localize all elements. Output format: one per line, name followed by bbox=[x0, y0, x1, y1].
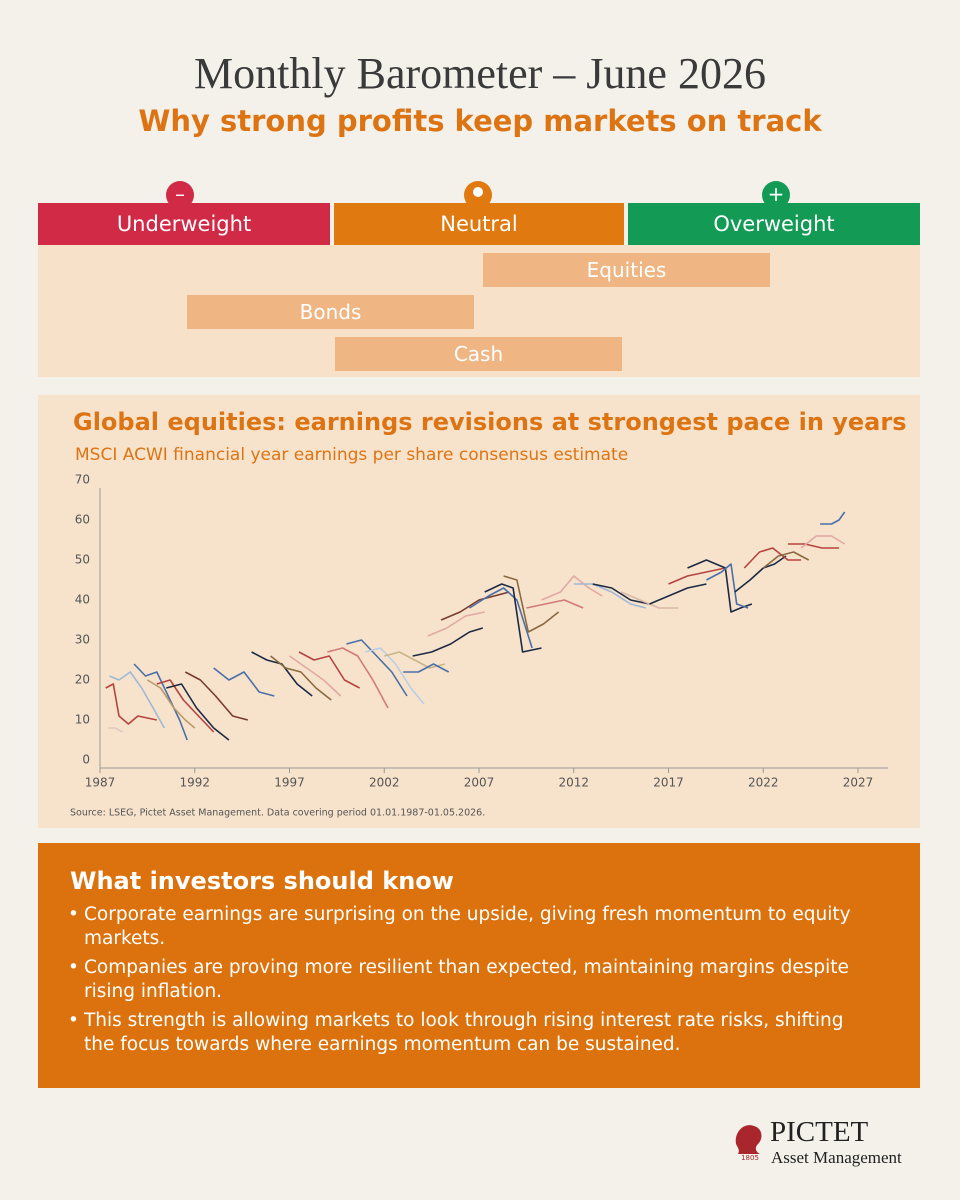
chart-panel: Global equities: earnings revisions at s… bbox=[38, 395, 920, 828]
series-line bbox=[146, 679, 196, 729]
series-line bbox=[412, 627, 484, 657]
scale-label: Overweight bbox=[628, 203, 920, 245]
y-tick-label: 0 bbox=[82, 753, 90, 767]
y-tick-label: 20 bbox=[75, 673, 90, 687]
series-line bbox=[327, 647, 389, 709]
y-tick-label: 70 bbox=[75, 473, 90, 487]
series-line bbox=[403, 663, 450, 673]
x-tick-label: 1992 bbox=[179, 776, 210, 790]
chart-title: Global equities: earnings revisions at s… bbox=[73, 408, 907, 436]
y-tick-label: 30 bbox=[75, 633, 90, 647]
series-line bbox=[365, 647, 425, 705]
chart: Global equities: earnings revisions at s… bbox=[70, 408, 907, 819]
series-line bbox=[427, 611, 485, 637]
x-tick-label: 2027 bbox=[843, 776, 874, 790]
y-tick-label: 40 bbox=[75, 593, 90, 607]
x-tick-label: 2002 bbox=[369, 776, 400, 790]
logo-year: 1805 bbox=[741, 1154, 759, 1162]
series-line bbox=[133, 663, 188, 741]
source: Source: LSEG, Pictet Asset Management. D… bbox=[70, 808, 485, 819]
series-line bbox=[503, 575, 560, 633]
insight-panel: What investors should know Corporate ear… bbox=[38, 843, 920, 1088]
chart-subtitle: MSCI ACWI financial year earnings per sh… bbox=[75, 445, 628, 465]
series-line bbox=[213, 667, 275, 697]
series-line bbox=[184, 671, 249, 721]
bullet: Corporate earnings are surprising on the… bbox=[68, 903, 854, 951]
y-tick-label: 50 bbox=[75, 553, 90, 567]
x-tick-label: 2022 bbox=[748, 776, 779, 790]
scale-label: Neutral bbox=[334, 203, 624, 245]
series-line bbox=[573, 583, 647, 609]
x-tick-label: 2017 bbox=[653, 776, 684, 790]
series-line bbox=[734, 555, 787, 593]
logo-name: PICTET bbox=[770, 1116, 869, 1148]
series-line bbox=[706, 563, 749, 609]
series-line bbox=[687, 559, 753, 613]
series-line bbox=[298, 651, 360, 689]
asset-bar: Equities bbox=[483, 253, 770, 287]
y-tick-label: 10 bbox=[75, 713, 90, 727]
series-line bbox=[107, 727, 124, 733]
x-tick-label: 1997 bbox=[274, 776, 305, 790]
series-line bbox=[440, 591, 510, 621]
series-line bbox=[166, 683, 230, 741]
subtitle: Why strong profits keep markets on track bbox=[138, 104, 822, 138]
bullet: This strength is allowing markets to loo… bbox=[68, 1009, 854, 1057]
series-line bbox=[346, 639, 408, 697]
series-line bbox=[592, 583, 650, 605]
series-line bbox=[541, 575, 603, 601]
series-line bbox=[820, 511, 846, 525]
series-line bbox=[384, 651, 446, 669]
series-line bbox=[526, 599, 584, 609]
logo-tagline: Asset Management bbox=[771, 1148, 902, 1167]
series-line bbox=[270, 655, 332, 701]
x-tick-label: 2007 bbox=[464, 776, 495, 790]
x-tick-label: 1987 bbox=[85, 776, 116, 790]
series-line bbox=[105, 683, 157, 725]
bullet: Companies are proving more resilient tha… bbox=[68, 956, 854, 1004]
series-line bbox=[484, 583, 542, 653]
asset-bar: Cash bbox=[335, 337, 622, 371]
scale-label: Underweight bbox=[38, 203, 330, 245]
series-line bbox=[787, 543, 839, 549]
logo-icon: 1805 bbox=[735, 1125, 762, 1162]
x-tick-label: 2012 bbox=[558, 776, 589, 790]
panel-heading: What investors should know bbox=[70, 867, 454, 895]
series-line bbox=[469, 587, 533, 649]
asset-bar: Bonds bbox=[187, 295, 474, 329]
title: Monthly Barometer – June 2026 bbox=[194, 49, 766, 98]
series-line bbox=[743, 547, 802, 569]
series-line bbox=[109, 671, 166, 729]
series-line bbox=[289, 655, 342, 697]
series-line bbox=[800, 535, 846, 549]
series-line bbox=[649, 583, 707, 605]
y-tick-label: 60 bbox=[75, 513, 90, 527]
series-line bbox=[762, 551, 810, 569]
series-line bbox=[156, 679, 215, 733]
series-line bbox=[668, 567, 726, 585]
